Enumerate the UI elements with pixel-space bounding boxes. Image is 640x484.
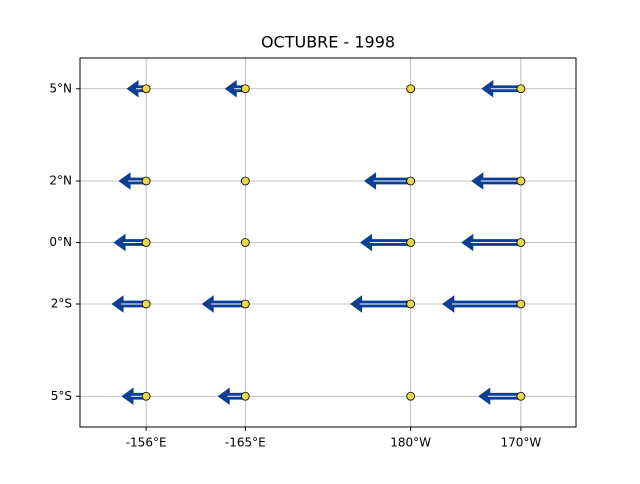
grid-point xyxy=(406,299,416,309)
grid-point xyxy=(141,391,151,401)
grid-point xyxy=(141,84,151,94)
grid-point xyxy=(240,176,250,186)
grid-point xyxy=(406,238,416,247)
grid-point xyxy=(240,84,250,94)
x-tick-label: -165°E xyxy=(225,436,266,450)
y-tick-label: 2°N xyxy=(49,174,72,188)
grid-point xyxy=(406,84,416,94)
grid-point xyxy=(240,238,250,247)
grid-point xyxy=(240,299,250,309)
x-tick-label: 170°W xyxy=(500,436,541,450)
grid-point xyxy=(141,176,151,186)
x-tick-label: 180°W xyxy=(390,436,431,450)
grid-point xyxy=(516,84,526,94)
grid-point xyxy=(141,299,151,309)
plot-frame xyxy=(79,57,577,428)
grid-point xyxy=(516,299,526,309)
grid-point xyxy=(516,391,526,401)
grid-point xyxy=(406,176,416,186)
y-tick-label: 5°S xyxy=(51,389,72,403)
grid-point xyxy=(141,238,151,247)
y-tick-label: 5°N xyxy=(49,81,72,95)
grid-point xyxy=(406,391,416,401)
y-tick-label: 0°N xyxy=(49,235,72,249)
x-tick-label: -156°E xyxy=(126,436,167,450)
grid-point xyxy=(516,238,526,247)
chart-title: OCTUBRE - 1998 xyxy=(261,33,395,52)
y-tick-label: 2°S xyxy=(51,297,72,311)
grid-point xyxy=(240,391,250,401)
grid-point xyxy=(516,176,526,186)
